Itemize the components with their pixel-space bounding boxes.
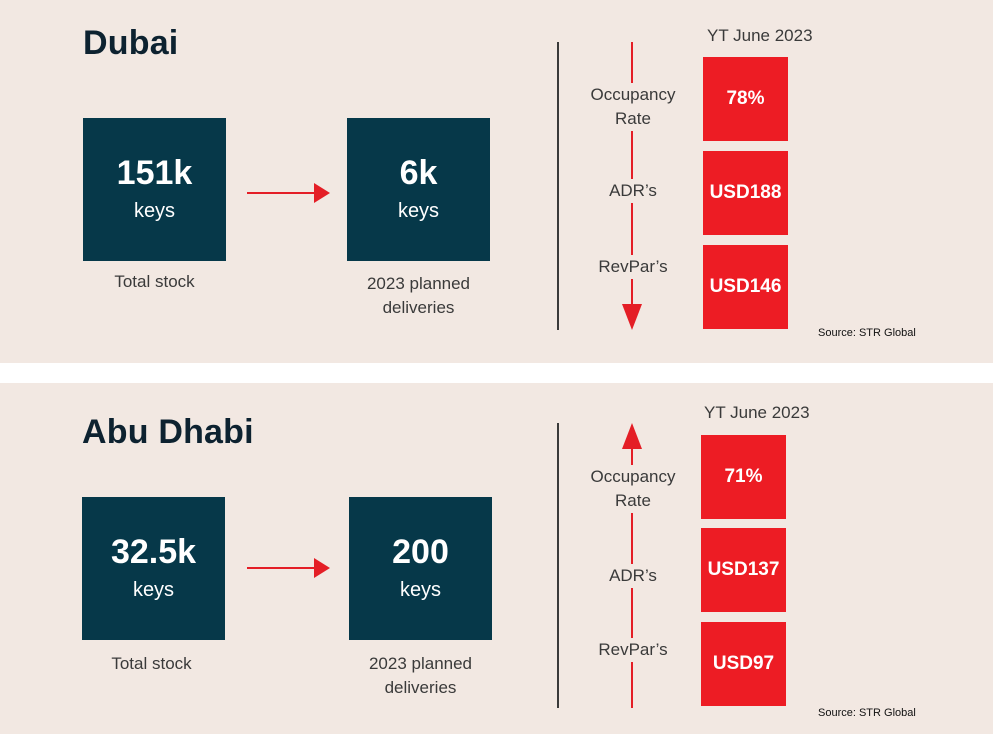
planned-deliveries-box: 6k keys [347,118,490,261]
city-title: Abu Dhabi [82,413,254,451]
revpar-value: USD146 [703,245,788,329]
planned-deliveries-unit: keys [399,579,442,601]
revpar-label: RevPar’s [594,255,672,279]
total-stock-caption: Total stock [114,272,195,291]
planned-deliveries-value: 6k [399,154,438,192]
section-divider [557,423,559,708]
adr-value: USD188 [703,151,788,235]
adr-value: USD137 [701,528,786,612]
source-note: Source: STR Global [818,707,916,719]
total-stock-value: 151k [116,154,193,192]
planned-deliveries-box: 200 keys [349,497,492,640]
dubai-panel: Dubai 151k keys Total stock 6k keys 2023… [0,0,993,363]
planned-deliveries-caption-line2: deliveries [382,298,455,317]
occupancy-rate-label: Occupancy Rate [578,465,688,513]
revpar-value: USD97 [701,622,786,706]
total-stock-unit: keys [132,579,175,601]
planned-deliveries-caption-line1: 2023 planned [366,274,471,293]
occupancy-rate-label: Occupancy Rate [578,83,688,131]
adr-label: ADR’s [603,564,663,588]
planned-deliveries-value: 200 [392,533,449,571]
period-label: YT June 2023 [704,403,810,422]
total-stock-caption: Total stock [111,654,192,673]
planned-deliveries-unit: keys [397,200,440,222]
planned-deliveries-caption: 2023 planned deliveries [340,652,501,700]
total-stock-box: 151k keys [83,118,226,261]
total-stock-unit: keys [133,200,176,222]
total-stock-box: 32.5k keys [82,497,225,640]
planned-deliveries-caption-line1: 2023 planned [368,654,473,673]
source-note: Source: STR Global [818,327,916,339]
adr-label: ADR’s [603,179,663,203]
city-title: Dubai [83,24,179,62]
occupancy-rate-value: 78% [703,57,788,141]
revpar-label: RevPar’s [594,638,672,662]
abu-dhabi-panel: Abu Dhabi 32.5k keys Total stock 200 key… [0,383,993,734]
occupancy-label-line2: Rate [615,491,651,510]
planned-deliveries-caption: 2023 planned deliveries [338,272,499,320]
occupancy-rate-value: 71% [701,435,786,519]
occupancy-label-line1: Occupancy [590,85,676,104]
occupancy-label-line1: Occupancy [590,467,676,486]
section-divider [557,42,559,330]
planned-deliveries-caption-line2: deliveries [384,678,457,697]
total-stock-value: 32.5k [110,533,197,571]
period-label: YT June 2023 [707,26,813,45]
occupancy-label-line2: Rate [615,109,651,128]
